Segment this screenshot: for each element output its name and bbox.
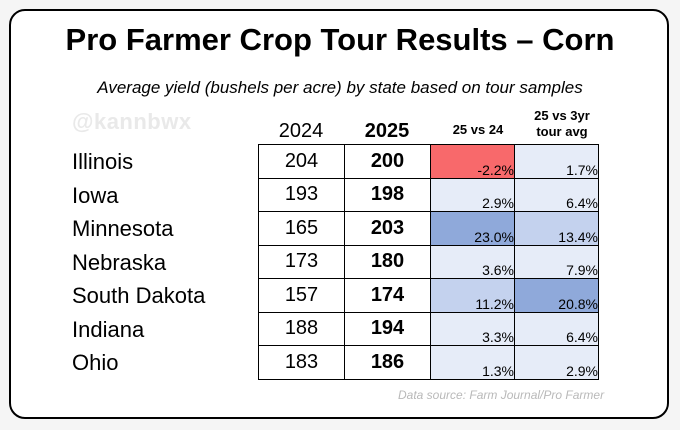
header-2025: 2025 [364,120,410,142]
cell-vs24: 23.0% [430,211,515,246]
table-row: 165 203 23.0% 13.4% [258,211,599,246]
cell-y2025: 174 [344,278,431,313]
state-label: Illinois [72,149,134,174]
cell-vs24: 11.2% [430,278,515,313]
cell-y2024: 165 [258,211,345,246]
cell-vs3yr: 2.9% [514,345,599,380]
cell-vs3yr: 6.4% [514,311,599,346]
table-row: 157 174 11.2% 20.8% [258,278,599,313]
table-row: 188 194 3.3% 6.4% [258,311,599,346]
page-subtitle: Average yield (bushels per acre) by stat… [97,78,583,97]
state-label: South Dakota [72,283,206,308]
cell-y2025: 203 [344,211,431,246]
table-row: 193 198 2.9% 6.4% [258,177,599,212]
cell-vs24: 2.9% [430,177,515,212]
table-row: 204 200 -2.2% 1.7% [258,144,599,179]
cell-vs24: -2.2% [430,144,515,179]
state-label: Indiana [72,316,145,342]
cell-y2024: 173 [258,244,345,279]
cell-y2024: 193 [258,177,345,212]
header-2024: 2024 [278,120,324,142]
page-title: Pro Farmer Crop Tour Results – Corn [65,22,615,57]
watermark: @kannbwx [72,109,192,134]
cell-vs24: 3.6% [430,244,515,279]
cell-vs24: 1.3% [430,345,515,380]
state-label: Iowa [72,182,119,208]
cell-vs3yr: 6.4% [514,177,599,212]
state-label: Ohio [72,350,119,375]
cell-vs3yr: 7.9% [514,244,599,279]
cell-y2025: 194 [344,311,431,346]
cell-y2024: 204 [258,144,345,179]
header-25-vs-24: 25 vs 24 [452,122,504,137]
state-label: Nebraska [72,249,167,275]
cell-vs24: 3.3% [430,311,515,346]
yield-table: 204 200 -2.2% 1.7% 193 198 2.9% 6.4% 165 203 23.0%… [258,144,599,380]
header-25-vs-3yr-line1: 25 vs 3yr [534,108,590,123]
header-25-vs-3yr-line2: tour avg [536,124,588,139]
cell-y2025: 180 [344,244,431,279]
cell-y2024: 157 [258,278,345,313]
cell-y2024: 188 [258,311,345,346]
header-25-vs-3yr: 25 vs 3yr tour avg [520,108,604,140]
cell-y2025: 186 [344,345,431,380]
cell-y2025: 200 [344,144,431,179]
cell-vs3yr: 1.7% [514,144,599,179]
table-row: 173 180 3.6% 7.9% [258,244,599,279]
cell-vs3yr: 13.4% [514,211,599,246]
data-source: Data source: Farm Journal/Pro Farmer [398,388,605,402]
cell-vs3yr: 20.8% [514,278,599,313]
state-label: Minnesota [72,216,174,241]
cell-y2025: 198 [344,177,431,212]
cell-y2024: 183 [258,345,345,380]
table-row: 183 186 1.3% 2.9% [258,345,599,380]
